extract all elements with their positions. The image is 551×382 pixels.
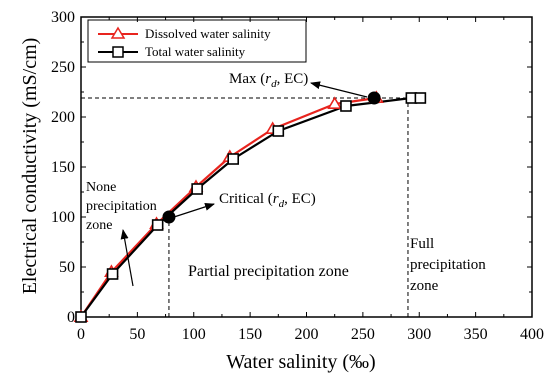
x-tick-label: 350 xyxy=(464,326,488,343)
legend-marker-triangle xyxy=(110,26,126,39)
x-axis-title: Water salinity (‰) xyxy=(226,351,375,373)
data-point-square xyxy=(75,311,87,323)
max-label-prefix: Max ( xyxy=(229,71,265,87)
full-zone-line-3: zone xyxy=(410,278,439,294)
legend-box xyxy=(87,19,307,63)
y-tick-label: 300 xyxy=(51,9,75,26)
x-tick-label: 300 xyxy=(407,326,431,343)
none-zone-line-2: precipitation xyxy=(86,199,157,214)
max-label: Max (rd, EC) xyxy=(229,71,308,90)
full-zone-line-2: precipitation xyxy=(410,257,486,273)
critical-label-italic: r xyxy=(273,191,279,207)
annotation-max: Max (rd, EC) xyxy=(229,71,368,98)
series-line-0 xyxy=(80,96,377,318)
none-zone-arrow xyxy=(120,229,134,287)
y-tick-label: 200 xyxy=(51,109,75,126)
partial-zone-label: Partial precipitation zone xyxy=(188,263,349,280)
critical-label-suffix: , EC) xyxy=(284,191,316,207)
x-tick-label: 0 xyxy=(77,326,85,343)
key-point-critical xyxy=(162,210,176,224)
y-axis-title: Electrical conductivity (mS/cm) xyxy=(19,38,41,295)
max-label-italic: r xyxy=(265,71,271,87)
y-tick-label: 0 xyxy=(67,309,75,326)
y-tick-label: 250 xyxy=(51,59,75,76)
x-tick-label: 100 xyxy=(182,326,206,343)
x-tick-label: 200 xyxy=(295,326,319,343)
plot-area: 0 50 100 150 200 250 300 350 400 0 50 100 150 200 250 3… xyxy=(51,9,544,343)
key-point-max xyxy=(367,91,381,105)
legend: Dissolved water salinity Total water sal… xyxy=(87,19,307,63)
critical-label-prefix: Critical ( xyxy=(219,191,273,207)
data-point-square xyxy=(106,268,119,280)
x-tick-label: 250 xyxy=(351,326,375,343)
none-zone-line-1: None xyxy=(86,180,116,195)
x-tick-label: 150 xyxy=(238,326,262,343)
max-label-subscript: d xyxy=(271,78,277,90)
none-zone-line-3: zone xyxy=(86,218,112,233)
x-tick-label: 400 xyxy=(520,326,544,343)
max-arrow xyxy=(310,81,368,98)
annotation-critical: Critical (rd, EC) xyxy=(173,191,316,218)
data-point-triangle xyxy=(327,96,343,109)
data-point-square xyxy=(191,183,203,195)
data-point-square xyxy=(414,92,427,104)
full-zone-line-1: Full xyxy=(410,236,434,252)
x-tick-label: 50 xyxy=(129,326,145,343)
annotation-full-zone: Full precipitation zone xyxy=(410,236,486,294)
legend-label-total: Total water salinity xyxy=(145,44,246,59)
data-point-square xyxy=(227,153,240,165)
data-point-square xyxy=(151,219,164,231)
max-label-suffix: , EC) xyxy=(277,71,309,87)
y-tick-label: 50 xyxy=(59,259,75,276)
data-point-square xyxy=(272,125,285,137)
annotation-none-zone: None precipitation zone xyxy=(86,180,157,287)
critical-label: Critical (rd, EC) xyxy=(219,191,316,210)
legend-marker-square xyxy=(112,46,124,58)
y-tick-label: 100 xyxy=(51,209,75,226)
critical-label-subscript: d xyxy=(279,198,285,210)
legend-label-dissolved: Dissolved water salinity xyxy=(145,26,271,41)
critical-arrow xyxy=(173,202,215,218)
y-tick-label: 150 xyxy=(51,159,75,176)
data-point-square xyxy=(340,100,352,112)
